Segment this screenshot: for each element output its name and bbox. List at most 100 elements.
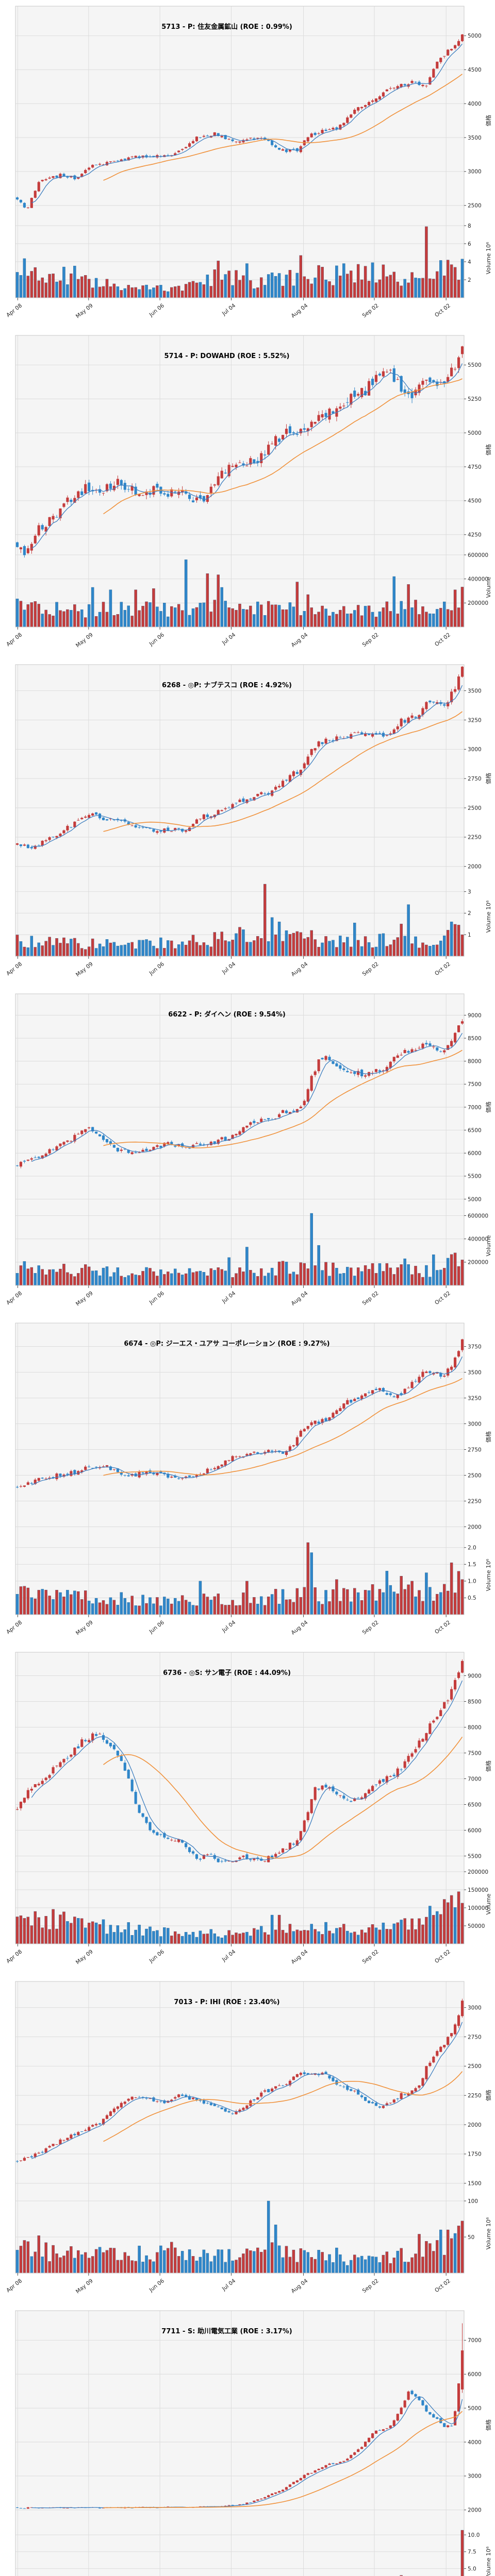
date-axis: Apr 08 May 09 Jun 06 Jul 04 Aug 04 Sep 02 Oct … bbox=[5, 956, 452, 978]
grid-lines bbox=[15, 2311, 464, 2576]
candlestick-series bbox=[15, 1659, 464, 1863]
volume-tick-label: 200000 bbox=[468, 600, 488, 606]
stock-chart-7711: 2000300040005000600070002.55.07.510.0Apr… bbox=[0, 2304, 495, 2576]
price-tick-label: 5000 bbox=[468, 430, 482, 436]
date-tick-label: May 09 bbox=[75, 632, 94, 649]
plot-area bbox=[15, 335, 464, 627]
stock-chart-6268: 2000 2250 2500 2750 3000 3250 3500 1 2 3 Apr 08 May… bbox=[0, 658, 495, 988]
volume-tick-label: 1.0 bbox=[468, 1579, 476, 1585]
chart-title: 6268 - ◎P: ナブテスコ (ROE : 4.92%) bbox=[162, 681, 292, 689]
price-tick-label: 2500 bbox=[468, 2063, 482, 2070]
price-tick-label: 5000 bbox=[468, 33, 482, 39]
volume-tick-label: 100 bbox=[468, 2198, 478, 2205]
chart-svg-7013: 1500 1750 2000 2250 2500 2750 3000 50 100 Apr 08 M… bbox=[5, 1981, 492, 2295]
price-tick-label: 5500 bbox=[468, 362, 482, 368]
price-tick-label: 4000 bbox=[468, 2439, 482, 2446]
price-tick-label: 5000 bbox=[468, 1196, 482, 1202]
price-axis: 4250 4500 4750 5000 5250 5500 bbox=[464, 362, 482, 538]
stock-chart-5713: 2500 3000 3500 4000 4500 5000 2 4 6 8 Apr 08 May 09… bbox=[0, 0, 495, 329]
date-axis: Apr 08 May 09 Jun 06 Jul 04 Aug 04 Sep 02 Oct … bbox=[5, 1944, 452, 1965]
price-tick-label: 8500 bbox=[468, 1036, 482, 1042]
date-tick-label: Sep 02 bbox=[361, 2278, 380, 2294]
date-tick-label: Apr 08 bbox=[5, 1948, 23, 1964]
date-axis: Apr 08 May 09 Jun 06 Jul 04 Aug 04 Sep 02 Oct … bbox=[5, 298, 452, 319]
volume-tick-label: 4 bbox=[468, 259, 471, 265]
plot-area bbox=[15, 6, 464, 298]
price-tick-label: 3500 bbox=[468, 1369, 482, 1376]
ma-short-line bbox=[31, 1032, 463, 1162]
price-axis-label: 価格 bbox=[485, 444, 492, 455]
chart-svg-6674: 2000 2250 2500 2750 3000 3250 3500 3750 0.5 1.0 1.… bbox=[5, 1323, 492, 1636]
chart-svg-6622: 5000 5500 6000 6500 7000 7500 8000 8500 9000 2000… bbox=[5, 993, 492, 1307]
chart-svg-5714: 4250 4500 4750 5000 5250 5500 200000 400000 6000… bbox=[5, 335, 492, 649]
date-tick-label: Jun 06 bbox=[148, 961, 166, 977]
ma-long-line bbox=[103, 711, 463, 832]
plot-border bbox=[15, 1323, 465, 1615]
date-tick-label: Apr 08 bbox=[5, 1290, 23, 1306]
ma-short-line bbox=[31, 1356, 463, 1485]
price-tick-label: 3250 bbox=[468, 1395, 482, 1401]
price-axis-label: 価格 bbox=[485, 2419, 492, 2431]
price-tick-label: 2750 bbox=[468, 1447, 482, 1453]
date-tick-label: Aug 04 bbox=[290, 2278, 309, 2295]
date-tick-label: Jul 04 bbox=[221, 1290, 237, 1304]
plot-area bbox=[15, 1323, 464, 1615]
grid-lines bbox=[15, 1981, 464, 2273]
ma-short-line bbox=[31, 363, 463, 549]
grid-lines bbox=[15, 335, 464, 627]
date-tick-label: May 09 bbox=[75, 961, 94, 978]
volume-tick-label: 600000 bbox=[468, 1213, 488, 1219]
volume-tick-label: 2 bbox=[468, 910, 471, 917]
price-tick-label: 3750 bbox=[468, 1344, 482, 1350]
volume-axis: 50 100 bbox=[464, 2198, 478, 2241]
volume-axis-label: Volume 10⁶ bbox=[485, 1558, 492, 1591]
date-tick-label: Sep 02 bbox=[361, 1619, 380, 1636]
volume-series bbox=[15, 2200, 464, 2274]
date-tick-label: Sep 02 bbox=[361, 1290, 380, 1307]
date-tick-label: Jul 04 bbox=[221, 1948, 237, 1963]
ma-long-line bbox=[103, 1049, 463, 1148]
price-tick-label: 2000 bbox=[468, 2507, 482, 2514]
volume-tick-label: 100000 bbox=[468, 1905, 488, 1911]
plot-area bbox=[15, 994, 464, 1285]
grid-lines bbox=[15, 1652, 464, 1944]
date-tick-label: Sep 02 bbox=[361, 961, 380, 977]
volume-axis-label: Volume 10⁶ bbox=[485, 900, 492, 933]
price-tick-label: 2000 bbox=[468, 864, 482, 870]
date-tick-label: Oct 02 bbox=[434, 632, 452, 648]
volume-axis: 2 4 6 8 bbox=[464, 223, 471, 283]
price-tick-label: 9000 bbox=[468, 1012, 482, 1019]
volume-tick-label: 50000 bbox=[468, 1923, 485, 1929]
price-axis: 5000 5500 6000 6500 7000 7500 8000 8500 9000 bbox=[464, 1012, 482, 1202]
volume-axis: 0.5 1.0 1.5 2.0 bbox=[464, 1545, 476, 1601]
stock-chart-6674: 2000 2250 2500 2750 3000 3250 3500 3750 0.5 1.0 1.… bbox=[0, 1317, 495, 1646]
price-axis-label: 価格 bbox=[485, 115, 492, 126]
plot-border bbox=[15, 993, 465, 1286]
candlestick-series bbox=[15, 1338, 464, 1488]
price-axis-label: 価格 bbox=[485, 1760, 492, 1772]
price-tick-label: 2500 bbox=[468, 203, 482, 209]
candlestick-series bbox=[15, 2323, 464, 2509]
date-tick-label: Jun 06 bbox=[148, 1948, 166, 1964]
date-tick-label: May 09 bbox=[75, 1290, 94, 1307]
volume-axis: 2.55.07.510.0 bbox=[464, 2532, 480, 2572]
chart-svg-5713: 2500 3000 3500 4000 4500 5000 2 4 6 8 Apr 08 May 09… bbox=[5, 6, 492, 319]
date-tick-label: Oct 02 bbox=[434, 302, 452, 318]
date-tick-label: Apr 08 bbox=[5, 1619, 23, 1635]
date-axis: Apr 08 May 09 Jun 06 Jul 04 Aug 04 Sep 02 Oct … bbox=[5, 627, 452, 649]
date-tick-label: Apr 08 bbox=[5, 302, 23, 318]
plot-border bbox=[15, 1981, 465, 2274]
volume-tick-label: 400000 bbox=[468, 1236, 488, 1242]
price-tick-label: 1750 bbox=[468, 2151, 482, 2158]
candlestick-series bbox=[15, 346, 464, 558]
price-tick-label: 7500 bbox=[468, 1081, 482, 1088]
volume-tick-label: 5.0 bbox=[468, 2566, 476, 2572]
ma-short-line bbox=[31, 2022, 463, 2159]
chart-svg-6736: 5500 6000 6500 7000 7500 8000 8500 9000 50000 100… bbox=[5, 1652, 492, 1965]
chart-svg-7711: 2000300040005000600070002.55.07.510.0Apr… bbox=[15, 2310, 492, 2576]
date-tick-label: Jun 06 bbox=[148, 302, 166, 318]
date-tick-label: Aug 04 bbox=[290, 1619, 309, 1636]
price-tick-label: 7000 bbox=[468, 1776, 482, 1782]
stock-chart-6736: 5500 6000 6500 7000 7500 8000 8500 9000 50000 100… bbox=[0, 1646, 495, 1975]
plot-border bbox=[15, 664, 465, 957]
